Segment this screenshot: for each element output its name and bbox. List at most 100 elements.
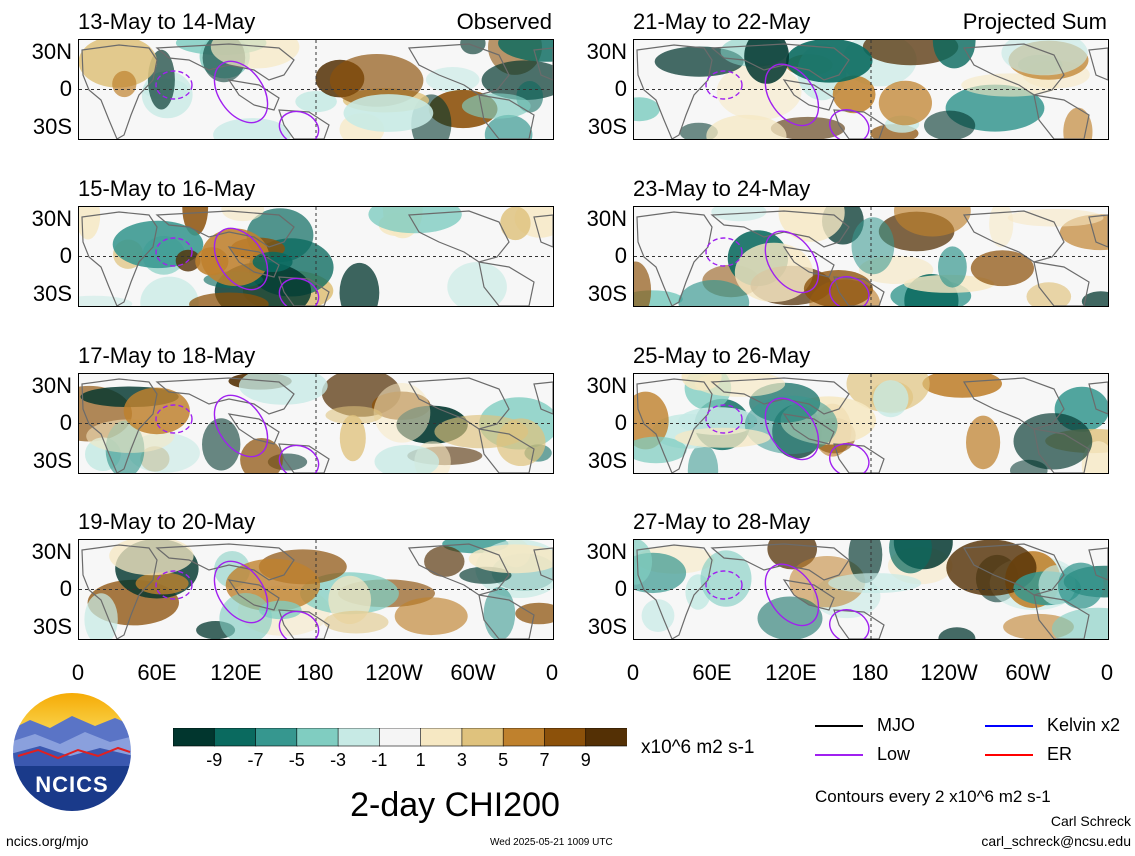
coastline — [962, 43, 1065, 96]
anomaly-blob — [634, 436, 687, 464]
x-tick-label: 60E — [692, 660, 732, 685]
low-contour — [155, 570, 193, 600]
anomaly-blob — [1013, 413, 1093, 470]
coastline — [833, 443, 885, 473]
colorbar-swatch — [544, 727, 587, 747]
low-contour — [213, 560, 269, 624]
anomaly-blob — [1026, 282, 1072, 306]
panel-title: 25-May to 26-May — [633, 343, 811, 368]
legend-line — [985, 725, 1033, 727]
panel-title: 13-May to 14-May — [78, 9, 256, 34]
x-tick-label: 60E — [137, 660, 177, 685]
anomaly-blob — [789, 556, 866, 608]
anomaly-blob — [373, 383, 431, 443]
coastline — [636, 544, 713, 639]
anomaly-blob — [339, 414, 366, 462]
x-tick-label: 120E — [210, 660, 262, 685]
y-tick-label: 30N — [31, 539, 72, 564]
colorbar-swatch — [337, 727, 381, 747]
coastline — [407, 377, 510, 430]
anomaly-blob — [339, 262, 380, 306]
low-contour — [705, 404, 743, 434]
low-contour — [278, 110, 320, 139]
anomaly-blob — [1081, 291, 1108, 306]
coastline — [155, 543, 295, 581]
anomaly-blob — [674, 427, 771, 448]
anomaly-blob — [786, 40, 873, 83]
coastline — [81, 544, 158, 639]
coastline — [962, 377, 1065, 430]
y-tick-label: 30N — [31, 39, 72, 64]
coastline — [227, 579, 280, 611]
anomaly-blob — [202, 418, 241, 471]
anomaly-blob — [889, 540, 932, 574]
low-contour — [213, 394, 269, 458]
x-tick-label: 180 — [851, 660, 889, 685]
panel-title: 19-May to 20-May — [78, 509, 256, 534]
coastline — [833, 276, 885, 306]
colorbar-tick-label: -5 — [288, 750, 305, 770]
y-tick-label: 0 — [59, 409, 72, 435]
anomaly-blob — [744, 40, 789, 84]
coastline — [227, 79, 280, 111]
coastline — [478, 94, 535, 139]
y-tick-label: 30N — [586, 373, 627, 398]
low-contour — [155, 404, 193, 434]
anomaly-blob — [84, 593, 118, 639]
map-field — [79, 207, 553, 306]
coastline — [782, 79, 835, 111]
colorbar-tick-label: -9 — [206, 750, 223, 770]
anomaly-blob — [832, 75, 876, 114]
anomaly-blob — [483, 587, 516, 639]
anomaly-blob — [634, 261, 652, 306]
anomaly-blob — [678, 280, 750, 306]
y-tick-label: 30S — [587, 448, 627, 473]
coastline — [1033, 428, 1090, 473]
colorbar-tick-label: -3 — [330, 750, 347, 770]
coastline — [782, 579, 835, 611]
coastline — [533, 47, 553, 81]
coastline — [710, 543, 850, 581]
colorbar-swatch — [172, 727, 216, 747]
anomaly-blob — [757, 596, 823, 639]
y-tick-label: 0 — [614, 242, 627, 268]
anomaly-blob — [219, 593, 272, 639]
legend-line — [815, 725, 863, 727]
colorbar-tick-label: 1 — [415, 750, 426, 770]
coastline — [278, 609, 330, 639]
anomaly-blob — [424, 546, 465, 577]
anomaly-blob — [778, 207, 845, 242]
colorbar-unit: x10^6 m2 s-1 — [641, 737, 755, 758]
coastline — [1088, 381, 1108, 415]
colorbar — [172, 727, 628, 753]
anomaly-blob — [989, 207, 1014, 248]
panel-tag: Projected Sum — [962, 9, 1107, 34]
x-tick-label: 0 — [545, 660, 559, 685]
anomaly-blob — [135, 572, 189, 595]
coastline — [636, 44, 713, 139]
coastline — [1033, 94, 1090, 139]
anomaly-blob — [828, 573, 922, 594]
coastline — [533, 547, 553, 581]
low-contour — [278, 610, 320, 639]
anomaly-blob — [946, 540, 1037, 596]
anomaly-blob — [938, 627, 976, 639]
coastline — [81, 44, 158, 139]
colorbar-tick-label: 5 — [498, 750, 509, 770]
coastline — [782, 413, 835, 445]
anomaly-blob — [189, 292, 269, 306]
footer-email: carl_schreck@ncsu.edu — [981, 833, 1131, 849]
legend-label: ER — [1047, 744, 1073, 764]
low-contour — [829, 609, 870, 639]
low-contour — [705, 237, 743, 267]
coastline — [1088, 47, 1108, 81]
low-contour — [829, 276, 870, 306]
coastline — [636, 378, 713, 473]
logo-text: NCICS — [35, 772, 109, 797]
anomaly-blob — [634, 97, 660, 122]
coastline — [782, 246, 835, 278]
coastline — [278, 443, 330, 473]
colorbar-swatch — [461, 727, 504, 747]
coastline — [962, 543, 1065, 596]
main-title: 2-day CHI200 — [350, 786, 560, 824]
